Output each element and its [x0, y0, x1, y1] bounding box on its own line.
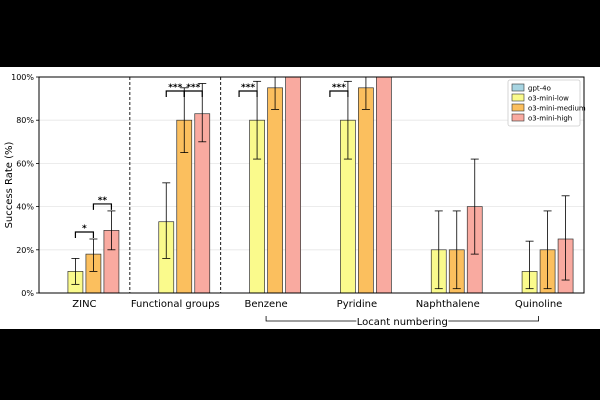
- legend-label: o3-mini-low: [528, 95, 569, 103]
- significance-bracket: [74, 231, 95, 238]
- bar-chart: 0%20%40%60%80%100%Success Rate (%)******…: [4, 73, 586, 328]
- y-tick-label: 100%: [11, 73, 34, 82]
- y-tick-label: 80%: [16, 116, 34, 125]
- legend-label: o3-mini-medium: [528, 105, 586, 113]
- x-category-label: Quinoline: [515, 299, 563, 310]
- significance-label: *: [82, 224, 87, 234]
- significance-label: ***: [332, 83, 346, 93]
- bar: [376, 76, 392, 294]
- chart-canvas: 0% 20% 40% 60% 80% 100% Success Rate (%) * ** ***…: [0, 67, 600, 329]
- x-category-label: Pyridine: [337, 299, 377, 310]
- bar: [358, 87, 374, 294]
- significance-bracket: [238, 90, 258, 97]
- y-tick-label: 20%: [16, 246, 34, 255]
- legend-swatch: [511, 93, 525, 102]
- significance-label: ***: [186, 83, 200, 93]
- x-category-label: Functional groups: [131, 299, 220, 310]
- significance-label: **: [98, 196, 108, 206]
- x-category-label: Benzene: [244, 299, 287, 310]
- locant-label: Locant numbering: [357, 317, 448, 328]
- legend-label: gpt-4o: [528, 85, 551, 93]
- significance-bracket: [183, 90, 203, 97]
- bar: [285, 76, 301, 294]
- x-category-label: Naphthalene: [416, 299, 480, 310]
- legend-label: o3-mini-high: [528, 115, 572, 123]
- bar: [267, 87, 283, 294]
- y-tick-label: 0%: [21, 289, 34, 298]
- plot-frame: [38, 76, 585, 294]
- y-tick-label: 60%: [16, 159, 34, 168]
- significance-bracket: [329, 90, 349, 97]
- x-category-label: ZINC: [72, 299, 96, 310]
- legend-swatch: [511, 83, 525, 92]
- significance-label: ***: [241, 83, 255, 93]
- y-tick-label: 40%: [16, 203, 34, 212]
- legend-box: [507, 79, 581, 127]
- locant-label-bg: [356, 315, 449, 327]
- significance-label: ***: [168, 83, 182, 93]
- significance-bracket: [92, 203, 113, 210]
- y-axis-label: Success Rate (%): [4, 141, 15, 228]
- legend-swatch: [511, 103, 525, 112]
- legend-swatch: [511, 113, 525, 122]
